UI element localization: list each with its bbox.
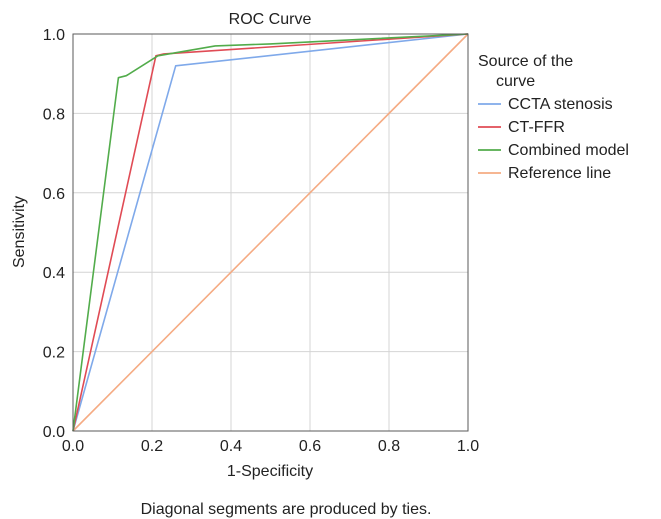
x-tick-label: 0.0 (62, 438, 84, 455)
y-tick-label: 0.2 (43, 345, 65, 362)
legend-label-combined-model: Combined model (508, 142, 629, 159)
x-tick-label: 0.2 (141, 438, 163, 455)
y-axis-label: Sensitivity (11, 196, 28, 268)
series-line-combined-model (72, 33, 469, 432)
footnote: Diagonal segments are produced by ties. (141, 501, 432, 518)
legend-label-ccta-stenosis: CCTA stenosis (508, 96, 613, 113)
legend-label-reference-line: Reference line (508, 165, 611, 182)
y-tick-labels: 0.0 0.2 0.4 0.6 0.8 1.0 (43, 27, 65, 441)
y-tick-label: 0.6 (43, 186, 65, 203)
y-tick-label: 0.8 (43, 106, 65, 123)
chart-title: ROC Curve (229, 11, 312, 28)
plot-frame (72, 33, 469, 432)
legend-title-line: curve (496, 73, 535, 90)
x-tick-label: 1.0 (457, 438, 479, 455)
x-axis-label: 1-Specificity (227, 463, 313, 480)
series-line-ccta-stenosis (72, 33, 469, 432)
legend-label-ct-ffr: CT-FFR (508, 119, 565, 136)
legend-title-line: Source of the (478, 53, 573, 70)
x-tick-labels: 0.0 0.2 0.4 0.6 0.8 1.0 (62, 438, 479, 455)
y-tick-label: 1.0 (43, 27, 65, 44)
series-lines (72, 33, 469, 432)
x-tick-label: 0.4 (220, 438, 242, 455)
y-tick-label: 0.0 (43, 424, 65, 441)
y-tick-label: 0.4 (43, 265, 65, 282)
legend: Source of the curve CCTA stenosis CT-FFR Com… (478, 53, 629, 182)
x-tick-label: 0.6 (299, 438, 321, 455)
x-tick-label: 0.8 (378, 438, 400, 455)
series-line-reference-line (72, 33, 469, 432)
